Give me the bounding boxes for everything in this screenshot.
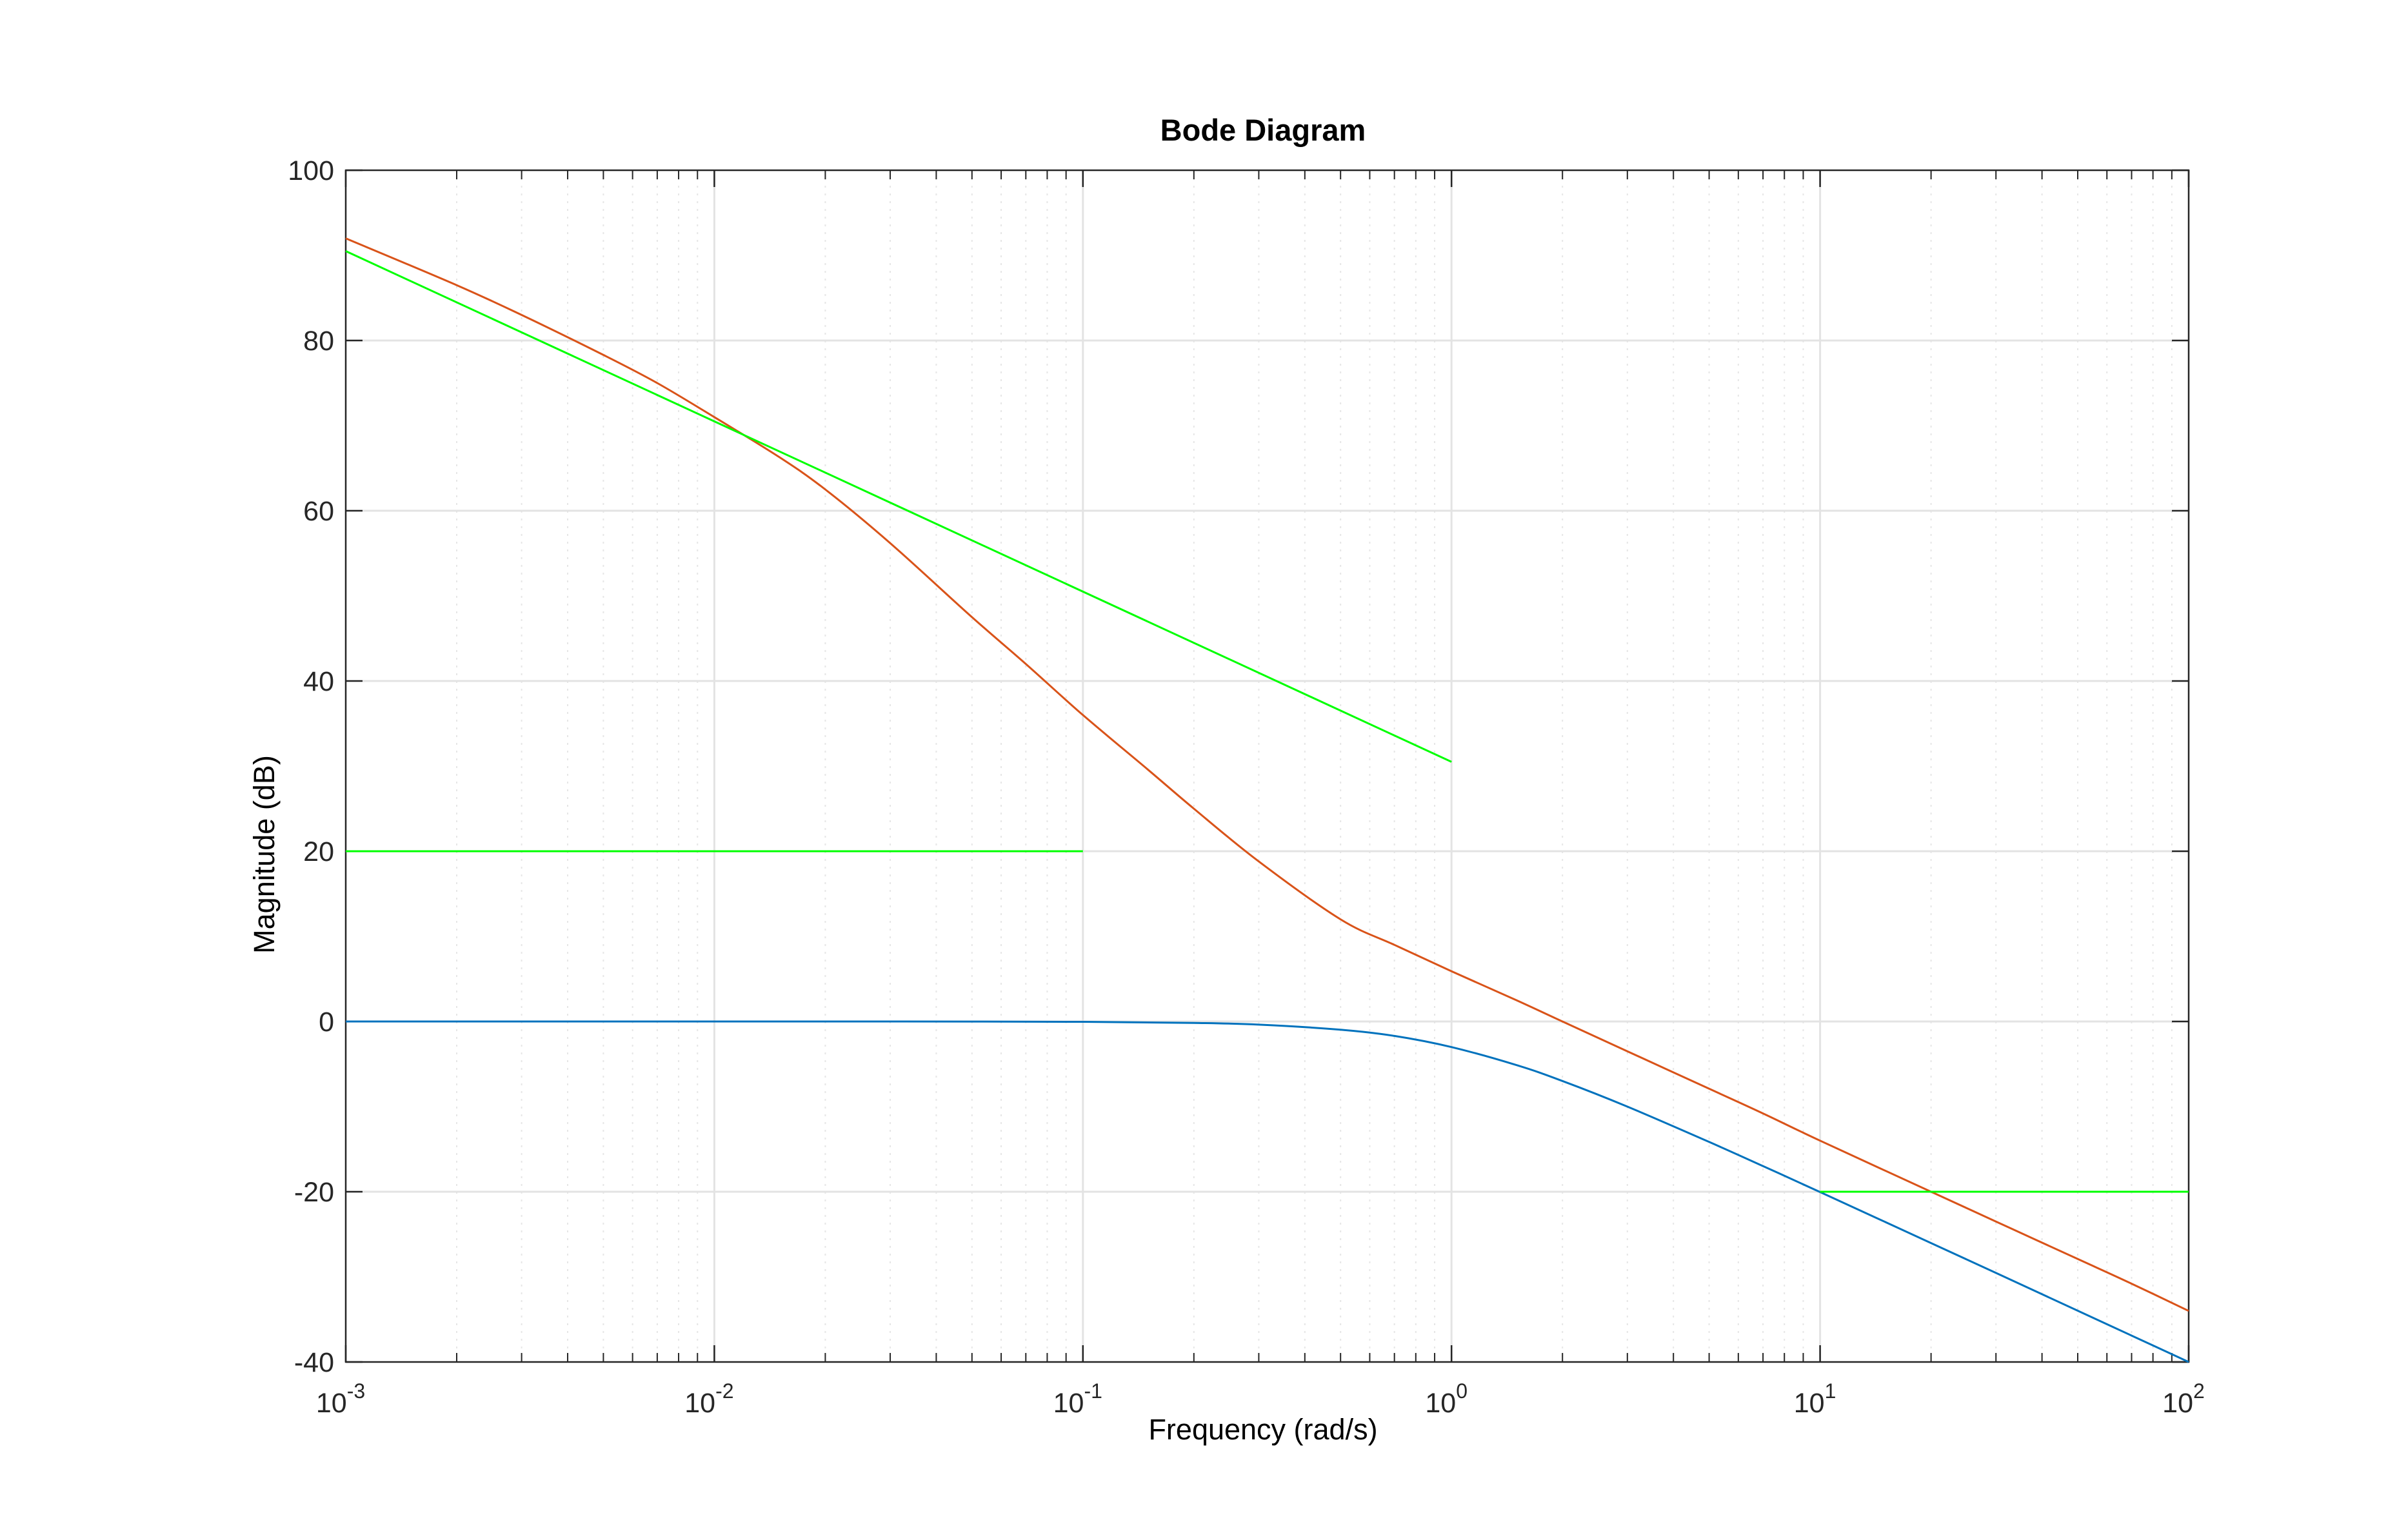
y-tick-label: -40 xyxy=(294,1347,334,1378)
y-tick-label: 80 xyxy=(303,326,334,357)
minor-grid xyxy=(456,170,2173,1362)
x-tick-label-base: 10 xyxy=(316,1388,347,1419)
x-tick-label-base: 10 xyxy=(2162,1388,2193,1419)
chart-title: Bode Diagram xyxy=(1160,113,1366,147)
x-tick-label-exponent: 0 xyxy=(1456,1379,1468,1403)
y-tick-label: 60 xyxy=(303,496,334,527)
x-tick-label: 10-2 xyxy=(684,1379,733,1419)
series-orange-response xyxy=(345,237,2189,1312)
x-tick-label-base: 10 xyxy=(1794,1388,1825,1419)
axes-box xyxy=(344,169,2190,1363)
y-tick-label: 40 xyxy=(303,666,334,697)
y-tick-label: 20 xyxy=(303,836,334,867)
x-tick-label-exponent: -3 xyxy=(347,1379,365,1403)
x-tick-label: 101 xyxy=(1794,1379,1836,1419)
x-tick-label-base: 10 xyxy=(1425,1388,1456,1419)
x-tick-label-exponent: 2 xyxy=(2193,1379,2205,1403)
x-axis-label: Frequency (rad/s) xyxy=(1148,1413,1377,1446)
y-tick-label: 100 xyxy=(288,155,334,186)
x-tick-label-exponent: 1 xyxy=(1825,1379,1836,1403)
y-tick-label: -20 xyxy=(294,1177,334,1208)
y-tick-label: 0 xyxy=(319,1007,334,1038)
series-blue-response xyxy=(345,1020,2189,1363)
x-tick-label-base: 10 xyxy=(684,1388,715,1419)
x-tick-label: 10-3 xyxy=(316,1379,365,1419)
series-layer xyxy=(345,237,2189,1363)
series-green-asymptote-low-sloped xyxy=(345,250,1452,763)
y-axis-label: Magnitude (dB) xyxy=(248,755,281,954)
x-tick-label-base: 10 xyxy=(1053,1388,1084,1419)
x-tick-label: 10-1 xyxy=(1053,1379,1102,1419)
x-tick-label-exponent: -1 xyxy=(1084,1379,1102,1403)
x-tick-label: 100 xyxy=(1425,1379,1468,1419)
x-tick-label: 102 xyxy=(2162,1379,2205,1419)
x-tick-label-exponent: -2 xyxy=(715,1379,733,1403)
